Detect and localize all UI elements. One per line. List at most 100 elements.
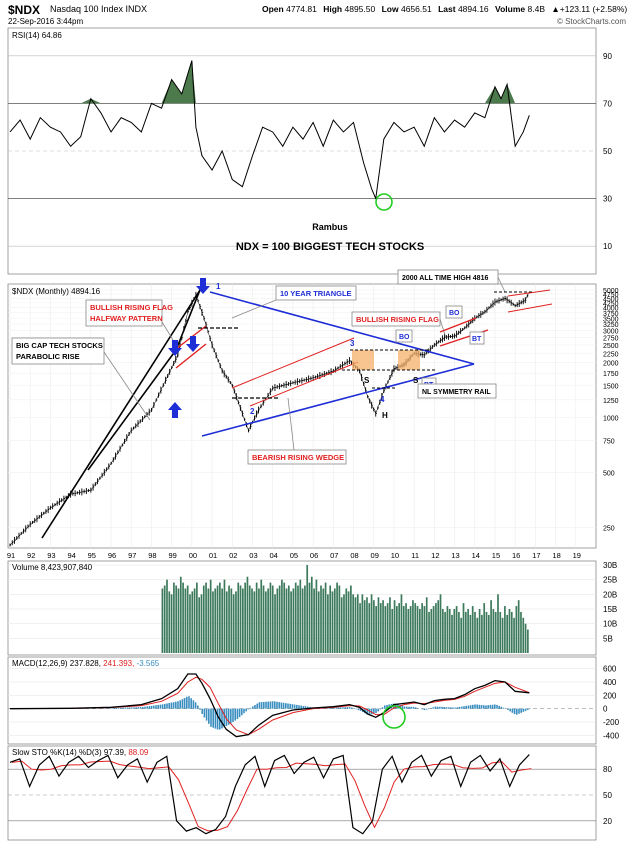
macd-hist-bar [109, 708, 111, 709]
wedge-label: BEARISH RISING WEDGE [252, 453, 344, 462]
year-tick-label: 99 [168, 551, 176, 560]
halfway-label-1: BULLISH RISING FLAG [90, 303, 173, 312]
volume-bar [439, 594, 442, 653]
rsi-tick-label: 30 [603, 195, 612, 204]
macd-hist-bar [260, 702, 263, 709]
annotations: BIG CAP TECH STOCKS PARABOLIC RISE BULLI… [11, 193, 553, 729]
volume-bar [304, 585, 306, 653]
volume-bar [221, 588, 224, 653]
macd-hist-bar [300, 705, 302, 709]
price-tick-label: 3000 [603, 328, 619, 335]
year-tick-label: 05 [290, 551, 298, 560]
volume-bar [209, 579, 212, 653]
macd-hist-bar [518, 708, 520, 714]
change-value: ▲+123.11 (+2.58%) [551, 4, 627, 14]
point-3-label: 3 [350, 339, 355, 348]
macd-hist-bar [527, 708, 529, 710]
macd-hist-bar [203, 708, 206, 718]
price-tick-label: 2750 [603, 335, 619, 342]
macd-hist-bar [227, 708, 230, 725]
stoch-tick-label: 50 [603, 791, 612, 800]
macd-hist-bar [190, 698, 192, 709]
macd-hist-bar [183, 697, 186, 709]
macd-hist-bar [410, 706, 412, 709]
volume-bar [504, 606, 506, 653]
volume-bar [251, 588, 253, 653]
volume-tick-label: 30B [603, 561, 617, 570]
volume-bar [310, 576, 313, 653]
volume-label: Volume 8,423,907,840 [12, 563, 93, 572]
volume-bar [214, 588, 217, 653]
volume-bar [225, 591, 228, 653]
triangle-lower-line [201, 363, 475, 437]
price-tick-label: 3250 [603, 322, 619, 329]
macd-hist-bar [289, 703, 291, 709]
volume-bar [269, 582, 272, 653]
header: $NDX Nasdaq 100 Index INDX 22-Sep-2016 3… [8, 3, 627, 26]
volume-bar [354, 597, 357, 653]
macd-hist-bar [483, 705, 485, 709]
volume-bar [292, 588, 295, 653]
volume-bar [320, 585, 322, 653]
volume-bar [352, 594, 355, 653]
point-2-label: 2 [250, 407, 255, 416]
price-line [9, 291, 530, 546]
volume-bar [520, 611, 522, 653]
macd-hist-bar [197, 705, 199, 709]
macd-hist-bar [168, 703, 170, 709]
macd-hist-bar [192, 700, 195, 709]
volume-bar [287, 585, 290, 653]
volume-bar [478, 609, 481, 653]
volume-bar [262, 585, 265, 653]
macd-hist-bar [276, 701, 278, 709]
macd-hist-bar [516, 708, 518, 715]
volume-bar [329, 585, 332, 653]
macd-hist-bar [170, 702, 173, 709]
macd-tick-label: 0 [603, 705, 608, 714]
volume-bar [409, 606, 412, 653]
year-tick-label: 08 [350, 551, 358, 560]
arrow-down-top-icon [196, 278, 210, 294]
volume-bar [405, 603, 407, 653]
macd-hist-bar [115, 707, 118, 709]
gridlines [8, 55, 596, 822]
volume-bar [163, 585, 166, 653]
volume-bar [485, 611, 488, 653]
volume-bar [301, 588, 304, 653]
price-tick-label: 500 [603, 470, 615, 477]
triangle-callout-box [275, 285, 357, 301]
macd-hist-bar [379, 708, 382, 710]
macd-hist-bar [406, 706, 408, 709]
volume-bar [308, 582, 311, 653]
macd-hist-bar [142, 706, 144, 709]
volume-bar [527, 629, 529, 653]
macd-hist-bar [494, 704, 496, 709]
volume-bar [223, 579, 226, 653]
volume-bar [418, 609, 421, 653]
high-label: High [323, 4, 342, 14]
price-tick-label: 1750 [603, 371, 619, 378]
volume-bar [400, 594, 403, 653]
macd-hist-bar [412, 706, 415, 709]
year-tick-label: 91 [7, 551, 15, 560]
volume-bar [205, 582, 207, 653]
macd-hist-bar [340, 707, 342, 709]
rsi-tick-label: 90 [603, 52, 612, 61]
volume-bar [324, 582, 327, 653]
macd-hist-bar [430, 708, 432, 709]
volume-bar [182, 582, 184, 653]
macd-hist-bar [194, 702, 197, 709]
bo-box-1 [395, 329, 413, 343]
volume-bar [396, 606, 398, 653]
open-value: 4774.81 [286, 4, 317, 14]
volume-bar [237, 582, 240, 653]
macd-hist-bar [232, 708, 234, 722]
volume-tick-label: 10B [603, 620, 617, 629]
macd-hist-bar [265, 701, 267, 709]
volume-bar [193, 588, 196, 653]
volume-bar [368, 603, 371, 653]
volume-bar [517, 600, 520, 653]
volume-bar [441, 609, 444, 653]
volume-bar [458, 611, 460, 653]
macd-hist-bar [454, 707, 456, 709]
